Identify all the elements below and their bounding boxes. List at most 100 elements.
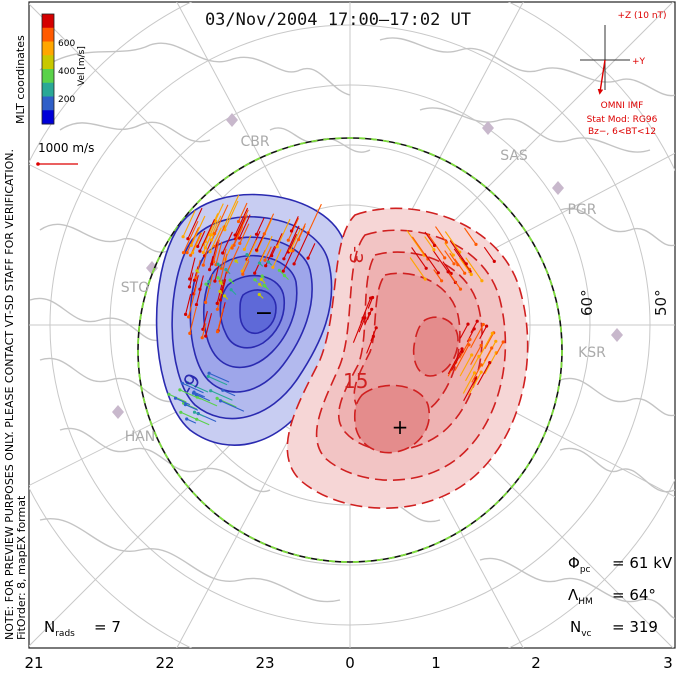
mlt-axis: 21 22 23 0 1 2 3 xyxy=(24,654,672,672)
velocity-vector xyxy=(195,394,211,402)
colorbar-segment xyxy=(42,14,54,29)
velocity-vector-origin xyxy=(245,253,249,257)
velocity-vector-origin xyxy=(215,301,219,305)
velocity-vector xyxy=(201,323,207,338)
mlt-tick-3: 3 xyxy=(663,654,673,672)
imf-condition: Bz−, 6<BT<12 xyxy=(588,127,656,137)
velocity-vector-origin xyxy=(207,371,211,375)
station-label-ksr: KSR xyxy=(578,345,606,361)
velocity-vector xyxy=(256,235,264,251)
velocity-vector-origin xyxy=(204,300,208,304)
velocity-vector-origin xyxy=(501,340,505,344)
velocity-vector xyxy=(454,258,466,274)
velocity-vector xyxy=(205,274,214,303)
velocity-vector xyxy=(263,213,275,235)
velocity-vector xyxy=(241,239,257,272)
velocity-vector-origin xyxy=(198,249,202,253)
velocity-vector xyxy=(477,362,491,386)
velocity-vector xyxy=(470,320,478,334)
velocity-vector-origin xyxy=(277,268,281,272)
velocity-vector xyxy=(444,231,461,253)
velocity-vector xyxy=(187,207,203,239)
velocity-vector xyxy=(194,411,206,418)
velocity-vector xyxy=(411,236,429,260)
velocity-vector-origin xyxy=(219,281,223,285)
velocity-vector xyxy=(459,339,471,359)
velocity-vector-origin xyxy=(209,389,213,393)
velocity-vector-origin xyxy=(222,294,227,298)
velocity-vector-origin xyxy=(306,256,310,260)
velocity-vector xyxy=(366,336,374,354)
velocity-vector-origin xyxy=(253,271,257,275)
velocity-vector xyxy=(458,257,472,275)
colorbar-segment xyxy=(42,82,54,97)
station-label-han: HAN xyxy=(125,429,156,445)
velocity-vector-origin xyxy=(263,258,267,262)
velocity-vector xyxy=(478,333,493,359)
velocity-vector xyxy=(442,261,452,274)
velocity-vector xyxy=(209,227,222,253)
velocity-vector xyxy=(224,200,239,230)
velocity-vector-origin xyxy=(494,339,498,343)
velocity-vector-origin xyxy=(185,381,190,385)
velocity-vector-origin xyxy=(264,264,268,268)
velocity-vector xyxy=(293,232,310,265)
velocity-vector-origin xyxy=(218,289,222,293)
velocity-vector-origin xyxy=(460,347,464,351)
velocity-vector xyxy=(214,203,224,222)
station-markers xyxy=(112,113,623,419)
potential-maximum-marker: + xyxy=(392,415,409,439)
velocity-vector-origin xyxy=(291,249,295,253)
velocity-vector-origin xyxy=(468,337,472,342)
velocity-vector-origin xyxy=(216,262,220,266)
velocity-vector-origin xyxy=(474,242,478,246)
velocity-vector-origin xyxy=(200,336,204,340)
velocity-vector-origin xyxy=(187,315,191,319)
colorbar-segment xyxy=(42,110,54,125)
mlt-tick-23: 23 xyxy=(255,654,274,672)
velocity-vector xyxy=(210,390,233,401)
velocity-vector xyxy=(195,259,201,278)
velocity-vector xyxy=(484,347,493,362)
velocity-vector-origin xyxy=(189,253,193,257)
velocity-vector-origin xyxy=(183,403,187,407)
velocity-vector-origin xyxy=(262,232,266,236)
velocity-vector xyxy=(424,231,435,246)
velocity-vectors xyxy=(167,194,505,426)
velocity-vector-origin xyxy=(238,241,242,245)
velocity-vector-origin xyxy=(369,296,373,300)
velocity-vector-origin xyxy=(208,250,212,254)
velocity-vector-origin xyxy=(257,292,261,297)
imf-source: OMNI IMF xyxy=(601,101,644,111)
velocity-vector xyxy=(449,273,461,290)
velocity-vector-origin xyxy=(241,272,245,276)
velocity-vector xyxy=(183,220,199,253)
velocity-vector xyxy=(459,323,469,339)
velocity-vector-origin xyxy=(266,260,271,264)
velocity-vector xyxy=(211,241,218,265)
colorbar-segment xyxy=(42,69,54,84)
velocity-vector xyxy=(179,389,201,400)
velocity-vector-origin xyxy=(259,277,263,281)
hmb-boundary-green xyxy=(137,137,563,563)
velocity-vector xyxy=(185,404,199,411)
velocity-vector xyxy=(465,356,480,382)
velocity-vector xyxy=(211,215,222,236)
velocity-vector xyxy=(470,345,482,365)
velocity-vector-origin xyxy=(440,279,444,283)
velocity-vector-origin xyxy=(203,246,207,250)
velocity-vector-origin xyxy=(456,263,460,267)
mlt-tick-1: 1 xyxy=(431,654,441,672)
colorbar-tick-600: 600 xyxy=(58,39,75,49)
velocity-vector xyxy=(219,279,227,301)
positive-potential-cell xyxy=(286,207,529,509)
velocity-vector xyxy=(186,227,200,253)
velocity-vector-origin xyxy=(260,274,264,278)
station-marker-pgr xyxy=(552,181,564,195)
velocity-vector-origin xyxy=(275,245,279,249)
velocity-vector-origin xyxy=(292,262,296,266)
velocity-vector-origin xyxy=(210,262,214,266)
velocity-vector-origin xyxy=(201,263,205,267)
velocity-vector-origin xyxy=(189,243,193,247)
